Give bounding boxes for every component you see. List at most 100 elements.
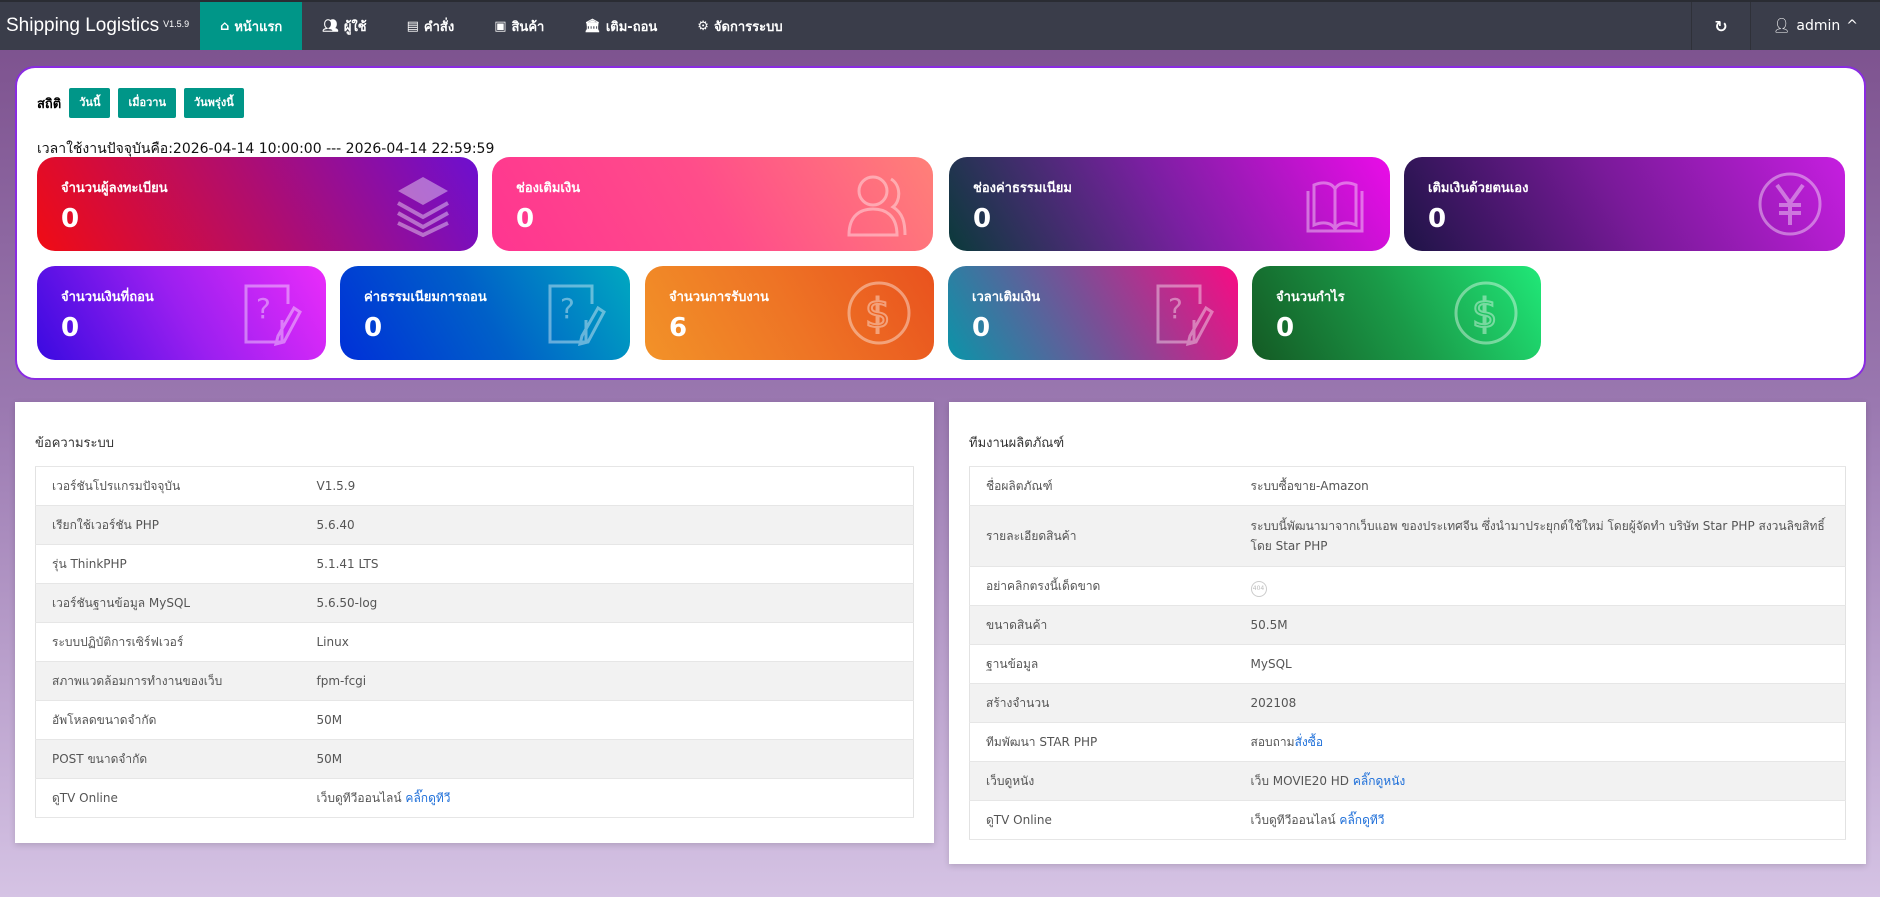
table-row: สภาพแวดล้อมการทำงานของเว็บ fpm-fcgi — [35, 661, 914, 701]
row-label: อัพโหลดขนาดจำกัด — [35, 700, 301, 740]
row-value: เว็บ MOVIE20 HD — [1250, 774, 1353, 788]
stat-value: 0 — [516, 204, 535, 234]
row-value: MySQL — [1250, 657, 1292, 671]
bag-icon: ▣ — [494, 18, 507, 34]
table-row: ฐานข้อมูล MySQL — [969, 644, 1846, 684]
row-value: 5.6.50-log — [316, 596, 378, 610]
stat-card[interactable]: เติมเงินด้วยตนเอง 0 — [1404, 157, 1845, 251]
row-label: สภาพแวดล้อมการทำงานของเว็บ — [35, 661, 301, 701]
row-label: เวอร์ชันฐานข้อมูล MySQL — [35, 583, 301, 623]
home-icon: ⌂ — [220, 18, 230, 34]
stat-label: ค่าธรรมเนียมการถอน — [364, 290, 487, 305]
stat-label: ช่องเติมเงิน — [516, 181, 581, 196]
row-label: ชื่อผลิตภัณฑ์ — [969, 466, 1235, 506]
nav-item-4[interactable]: 🏛︎ เติม-ถอน — [564, 2, 677, 50]
nav-item-2[interactable]: ▤ คำสั่ง — [387, 2, 475, 50]
dollar-icon: $ — [1454, 281, 1518, 345]
row-value: 5.1.41 LTS — [316, 557, 379, 571]
yesterday-button[interactable]: เมื่อวาน — [118, 88, 176, 118]
layers-icon — [397, 177, 449, 237]
stat-label: ช่องค่าธรรมเนียม — [973, 181, 1072, 196]
user-menu[interactable]: 👤︎ admin ^ — [1749, 2, 1880, 50]
row-label: POST ขนาดจำกัด — [35, 739, 301, 779]
stat-label: เวลาเติมเงิน — [972, 290, 1041, 305]
question-edit-icon: ? — [244, 284, 302, 346]
stat-card[interactable]: เวลาเติมเงิน 0? — [948, 266, 1238, 360]
table-row: เวอร์ชันฐานข้อมูล MySQL 5.6.50-log — [35, 583, 914, 623]
row-link[interactable]: คลิ๊กดูหนัง — [1352, 774, 1406, 788]
book-icon — [1306, 181, 1364, 233]
refresh-button[interactable]: ↻ — [1691, 2, 1749, 50]
stat-card[interactable]: จำนวนผู้ลงทะเบียน 0 — [37, 157, 478, 251]
stat-card[interactable]: ช่องค่าธรรมเนียม 0 — [949, 157, 1390, 251]
nav-item-5[interactable]: ⚙ จัดการระบบ — [677, 2, 802, 50]
stat-label: จำนวนการรับงาน — [669, 290, 769, 305]
table-row: รายละเอียดสินค้า ระบบนี้พัฒนามาจากเว็บแอพ… — [969, 505, 1846, 567]
row-link[interactable]: สั่งซื้อ — [1294, 735, 1324, 749]
question-edit-icon: ? — [548, 284, 606, 346]
row-label: ฐานข้อมูล — [969, 644, 1235, 684]
stat-value: 6 — [669, 313, 688, 343]
file-icon: ▤ — [406, 18, 419, 34]
today-button[interactable]: วันนี้ — [69, 88, 111, 118]
stats-panel: สถิติ วันนี้ เมื่อวาน วันพรุ่งนี้ เวลาใช… — [15, 66, 1866, 380]
row-label: ระบบปฏิบัติการเซิร์ฟเวอร์ — [35, 622, 301, 662]
tomorrow-button[interactable]: วันพรุ่งนี้ — [183, 88, 244, 118]
system-info-panel: ข้อความระบบ เวอร์ชันโปรแกรมปัจจุบัน V1.5.… — [15, 402, 934, 843]
stat-value: 0 — [61, 313, 80, 343]
user-icon — [847, 175, 907, 237]
row-value: Linux — [316, 635, 349, 649]
row-value: ระบบนี้พัฒนามาจากเว็บแอพ ของประเทศจีน ซึ… — [1250, 519, 1825, 553]
stat-card[interactable]: จำนวนการรับงาน 6 $ — [645, 266, 934, 360]
nav-item-1[interactable]: 👥︎ ผู้ใช้ — [302, 2, 386, 50]
stat-label: จำนวนกำไร — [1276, 290, 1345, 305]
svg-text:?: ? — [256, 292, 271, 325]
stat-card[interactable]: ค่าธรรมเนียมการถอน 0? — [340, 266, 630, 360]
row-value: เว็บดูทีวีออนไลน์ — [316, 791, 406, 805]
stat-card[interactable]: จำนวนกำไร 0 $ — [1252, 266, 1541, 360]
row-value: 50.5M — [1250, 618, 1288, 632]
brand[interactable]: Shipping Logistics V1.5.9 — [0, 2, 200, 50]
row-value: fpm-fcgi — [316, 674, 367, 688]
version-badge: V1.5.9 — [163, 19, 190, 29]
brand-title: Shipping Logistics — [6, 15, 160, 36]
row-label: ขนาดสินค้า — [969, 605, 1235, 645]
stat-card[interactable]: ช่องเติมเงิน 0 — [492, 157, 933, 251]
nav-item-3[interactable]: ▣ สินค้า — [474, 2, 564, 50]
row-label: สร้างจำนวน — [969, 683, 1235, 723]
table-row: เวอร์ชันโปรแกรมปัจจุบัน V1.5.9 — [35, 466, 914, 506]
top-navbar: Shipping Logistics V1.5.9 ⌂ หน้าแรก 👥︎ ผู้ใช… — [0, 0, 1880, 50]
row-link[interactable]: คลิ๊กดูทีวี — [1339, 813, 1385, 827]
table-row: ทีมพัฒนา STAR PHP สอบถามสั่งซื้อ — [969, 722, 1846, 762]
404-badge[interactable]: 404 — [1250, 580, 1267, 597]
row-value: 202108 — [1250, 696, 1297, 710]
svg-text:$: $ — [1472, 291, 1497, 337]
table-row: เว็บดูหนัง เว็บ MOVIE20 HD คลิ๊กดูหนัง — [969, 761, 1846, 801]
nav-item-0[interactable]: ⌂ หน้าแรก — [200, 2, 303, 50]
bank-icon: 🏛︎ — [584, 18, 601, 34]
stat-label: จำนวนผู้ลงทะเบียน — [61, 181, 168, 196]
svg-text:?: ? — [560, 292, 575, 325]
row-link[interactable]: คลิ๊กดูทีวี — [405, 791, 451, 805]
row-label: รุ่น ThinkPHP — [35, 544, 301, 584]
product-info-table: ชื่อผลิตภัณฑ์ ระบบซื้อขาย-Amazon รายละเอีย… — [969, 466, 1846, 840]
chevron-up-icon: ^ — [1846, 18, 1858, 34]
table-row: เรียกใช้เวอร์ชัน PHP 5.6.40 — [35, 505, 914, 545]
row-label: ดูTV Online — [35, 778, 301, 818]
panel-title: ทีมงานผลิตภัณฑ์ — [969, 436, 1065, 451]
stat-card[interactable]: จำนวนเงินที่ถอน 0? — [37, 266, 326, 360]
row-value: 50M — [316, 713, 343, 727]
dollar-icon: $ — [847, 281, 911, 345]
system-info-table: เวอร์ชันโปรแกรมปัจจุบัน V1.5.9 เรียกใช้เวอ… — [35, 466, 914, 818]
stats-title: สถิติ — [37, 96, 62, 112]
stat-value: 0 — [364, 313, 383, 343]
username: admin — [1796, 18, 1841, 34]
row-value: ระบบซื้อขาย-Amazon — [1250, 479, 1369, 493]
table-row: สร้างจำนวน 202108 — [969, 683, 1846, 723]
svg-text:$: $ — [865, 291, 890, 337]
nav-label: จัดการระบบ — [713, 19, 783, 35]
table-row: รุ่น ThinkPHP 5.1.41 LTS — [35, 544, 914, 584]
table-row: อย่าคลิกตรงนี้เด็ดขาด 404 — [969, 566, 1846, 606]
row-value: 5.6.40 — [316, 518, 355, 532]
users-icon: 👥︎ — [322, 18, 339, 34]
